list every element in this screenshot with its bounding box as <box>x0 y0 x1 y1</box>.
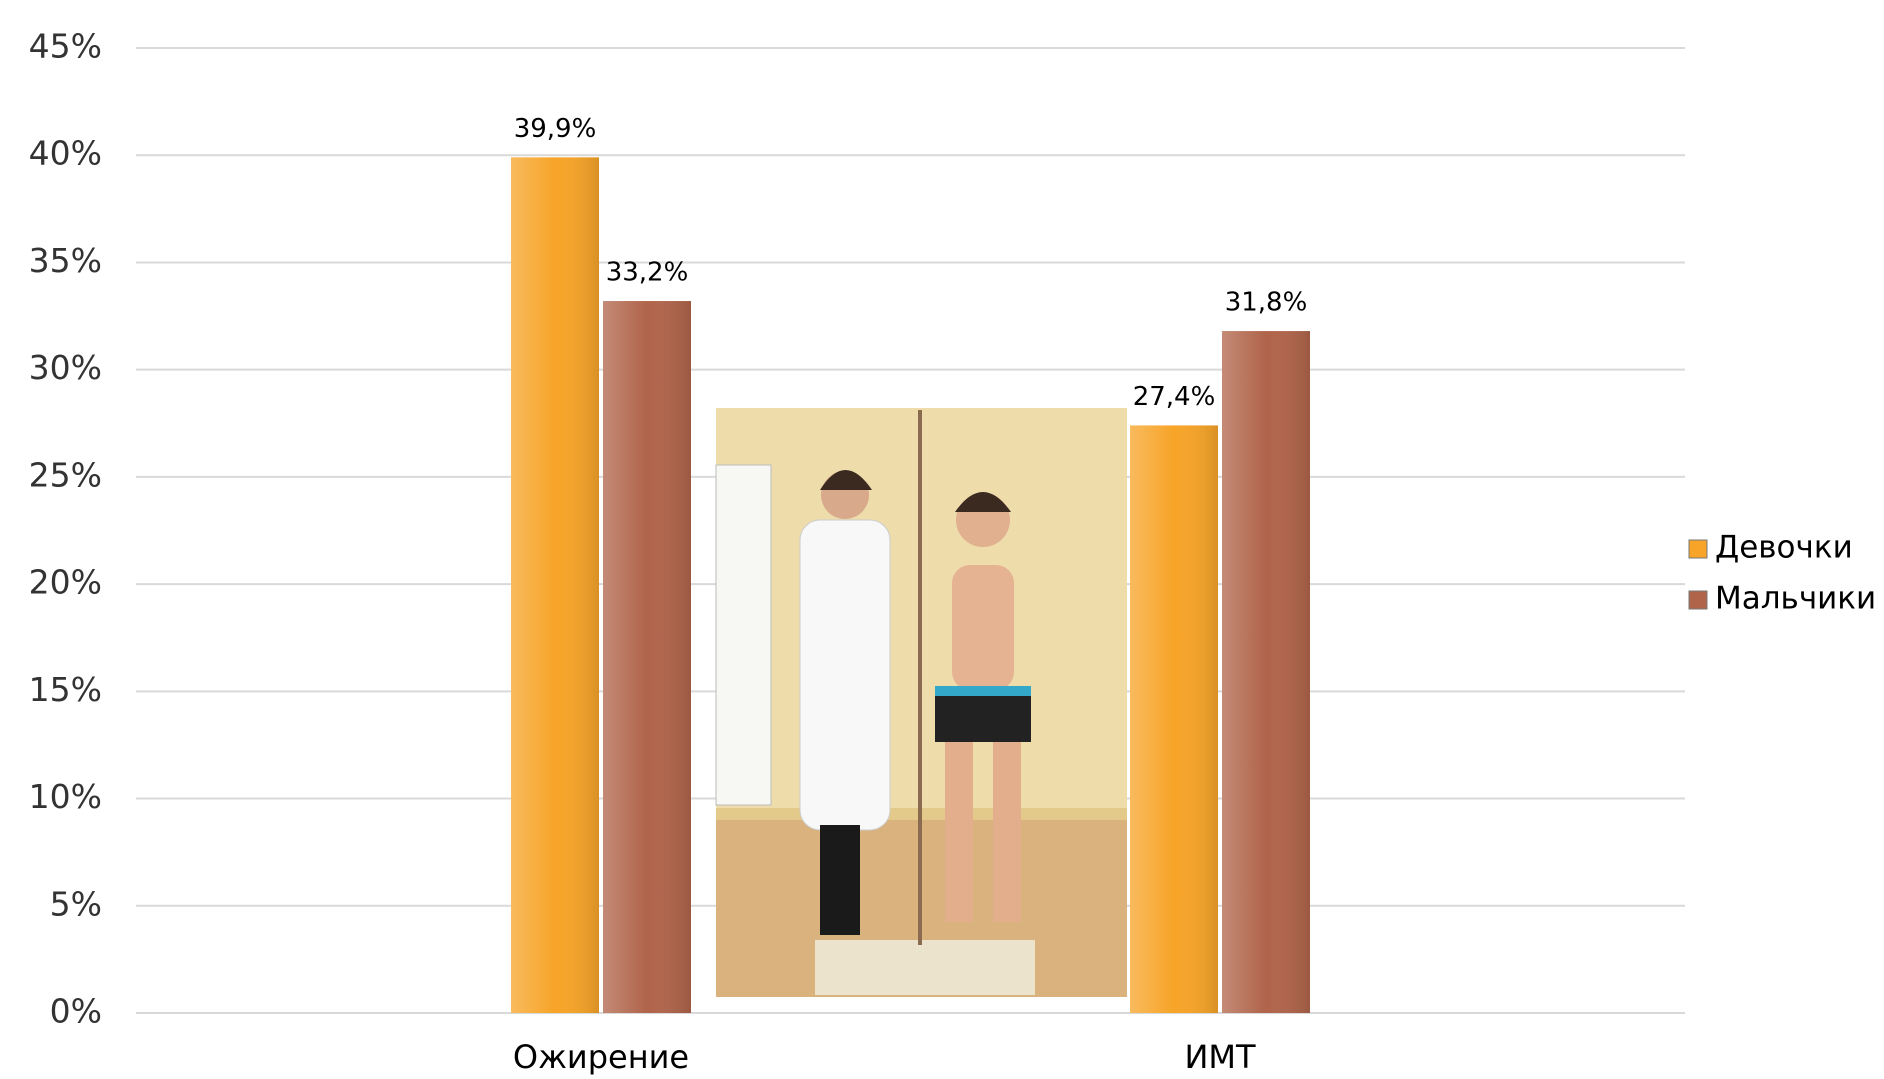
y-tick-label: 25% <box>29 455 102 494</box>
value-label: 31,8% <box>1225 288 1308 318</box>
y-tick-label: 35% <box>29 241 102 280</box>
y-tick-label: 40% <box>29 134 102 173</box>
y-tick-label: 45% <box>29 27 102 66</box>
y-tick-label: 30% <box>29 348 102 387</box>
y-tick-label: 10% <box>29 777 102 816</box>
value-label: 33,2% <box>606 258 689 288</box>
bar-shine <box>1222 331 1310 1013</box>
value-label: 27,4% <box>1133 382 1216 412</box>
legend-label: Мальчики <box>1715 581 1876 617</box>
y-tick-label: 5% <box>50 884 102 923</box>
bar-shine <box>603 301 691 1013</box>
x-tick-label: Ожирение <box>513 1038 689 1076</box>
y-tick-label: 15% <box>29 670 102 709</box>
y-tick-label: 0% <box>50 992 102 1031</box>
chart: 0% 5% 10% 15% 20% 25% 30% 35% 40% 45% Ожирение 39,9… <box>0 0 1884 1079</box>
y-tick-label: 20% <box>29 563 102 602</box>
legend-swatch <box>1689 540 1707 558</box>
x-tick-label: ИМТ <box>1184 1038 1256 1076</box>
legend-swatch <box>1689 591 1707 609</box>
bar-shine <box>1130 425 1218 1013</box>
legend-label: Девочки <box>1715 530 1853 566</box>
bar-shine <box>511 157 599 1013</box>
photo <box>716 408 1127 997</box>
value-label: 39,9% <box>514 114 597 144</box>
